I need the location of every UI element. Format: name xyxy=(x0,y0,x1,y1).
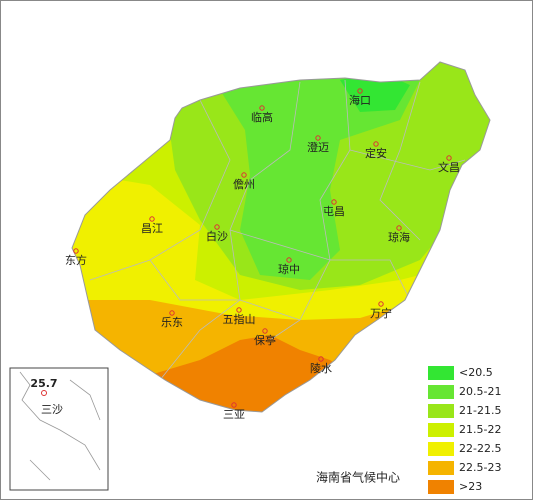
legend: <20.5 20.5-21 21-21.5 21.5-22 22-22.5 22.5-23… xyxy=(428,366,501,494)
city-label: 儋州 xyxy=(233,178,255,191)
city-marker xyxy=(236,307,242,313)
city-label: 万宁 xyxy=(370,306,392,320)
city-label: 白沙 xyxy=(206,229,228,243)
city-marker xyxy=(373,141,379,147)
city-marker xyxy=(262,328,268,334)
legend-label: 22.5-23 xyxy=(459,461,501,474)
credit: 海南省气候中心 xyxy=(316,470,400,485)
inset-marker xyxy=(41,390,47,396)
city-marker xyxy=(396,225,402,231)
legend-swatch xyxy=(428,480,454,494)
city-marker xyxy=(357,88,363,94)
city-marker xyxy=(446,155,452,161)
city-marker xyxy=(259,105,265,111)
inset-name: 三沙 xyxy=(41,403,63,416)
city-marker xyxy=(315,135,321,141)
zone xyxy=(220,70,420,280)
legend-swatch xyxy=(428,423,454,437)
city-label: 定安 xyxy=(365,146,387,160)
island-outline xyxy=(71,61,491,413)
city-label: 乐东 xyxy=(161,316,183,329)
city-label: 保亭 xyxy=(254,333,276,347)
legend-swatch xyxy=(428,385,454,399)
zone xyxy=(150,335,360,412)
legend-label: 21-21.5 xyxy=(459,404,501,417)
city-label: 屯昌 xyxy=(323,205,345,218)
city-labels: 海口 临高 澄迈 定安 文昌 儋州 屯昌 昌江 白沙 琼海 东方 琼中 乐东 五… xyxy=(65,88,460,421)
county-borders xyxy=(89,79,466,381)
city-label: 东方 xyxy=(65,253,87,267)
legend-swatch xyxy=(428,366,454,380)
city-marker xyxy=(214,224,220,230)
inset-coast xyxy=(19,371,101,481)
city-marker xyxy=(331,199,337,205)
city-label: 文昌 xyxy=(438,160,460,174)
legend-swatch xyxy=(428,461,454,475)
city-marker xyxy=(169,310,175,316)
legend-label: 22-22.5 xyxy=(459,442,501,455)
city-marker xyxy=(231,402,237,408)
legend-label: 21.5-22 xyxy=(459,423,501,436)
city-label: 澄迈 xyxy=(307,140,329,154)
city-label: 昌江 xyxy=(141,222,163,235)
legend-label: >23 xyxy=(459,480,482,493)
inset-frame xyxy=(9,367,109,491)
legend-swatch xyxy=(428,404,454,418)
city-label: 海口 xyxy=(349,93,371,107)
city-marker xyxy=(286,257,292,263)
city-label: 三亚 xyxy=(223,408,245,421)
legend-swatch xyxy=(428,442,454,456)
city-label: 陵水 xyxy=(310,362,332,375)
city-label: 临高 xyxy=(251,110,273,124)
inset-value: 25.7 xyxy=(30,377,57,390)
city-marker xyxy=(149,216,155,222)
city-marker xyxy=(73,248,79,254)
city-marker xyxy=(241,172,247,178)
zone xyxy=(340,72,410,112)
city-label: 琼海 xyxy=(388,230,410,244)
legend-label: 20.5-21 xyxy=(459,385,501,398)
legend-label: <20.5 xyxy=(459,366,493,379)
inset-map: 25.7 三沙 xyxy=(9,367,109,491)
city-marker xyxy=(378,301,384,307)
city-label: 琼中 xyxy=(278,262,300,276)
city-label: 五指山 xyxy=(223,312,256,326)
city-marker xyxy=(318,356,324,362)
